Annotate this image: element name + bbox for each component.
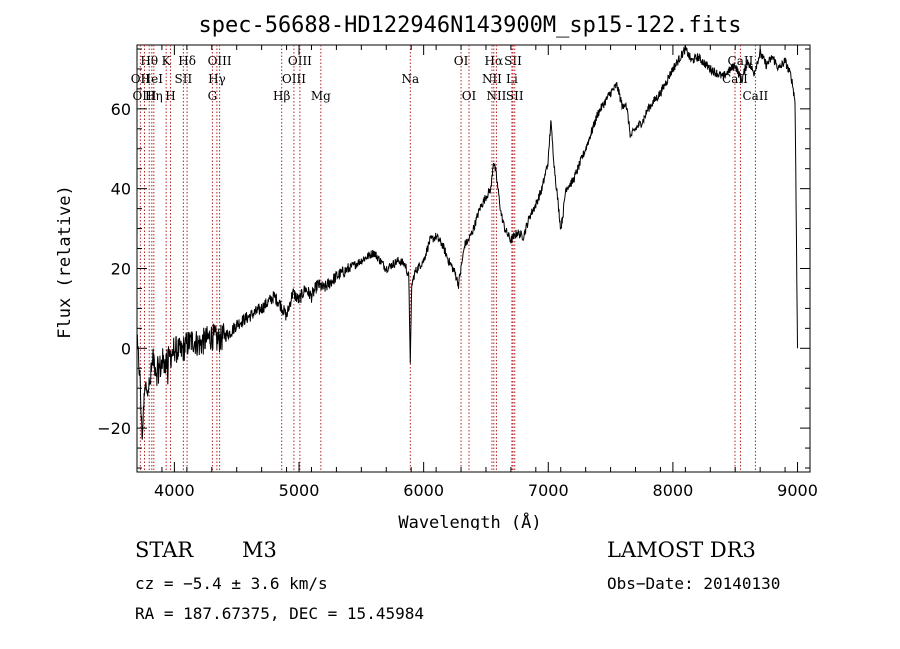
line-label: SII <box>175 72 193 86</box>
line-label: HeI <box>141 72 164 86</box>
observation-date: Obs−Date: 20140130 <box>607 574 781 593</box>
line-label: H <box>165 89 175 103</box>
x-tick-label: 8000 <box>653 481 694 500</box>
line-label: K <box>162 54 172 68</box>
line-label: OIII <box>282 72 306 86</box>
y-tick-label: −20 <box>97 419 131 438</box>
spectrum-line <box>136 44 798 440</box>
line-label: Hδ <box>178 54 196 68</box>
line-label: Li <box>506 72 518 86</box>
line-label: Mg <box>311 89 331 103</box>
line-label: OIII <box>208 54 232 68</box>
plot-frame <box>136 44 811 473</box>
y-tick-label: 60 <box>111 100 131 119</box>
spectrum-chart: spec-56688-HD122946N143900M_sp15-122.fit… <box>55 13 818 530</box>
y-axis-label: Flux (relative) <box>55 185 75 339</box>
line-label: SII <box>504 54 522 68</box>
y-tick-label: 20 <box>111 259 131 278</box>
coordinates: RA = 187.67375, DEC = 15.45984 <box>135 604 424 623</box>
y-tick-label: 40 <box>111 180 131 199</box>
x-axis-label: Wavelength (Å) <box>398 511 541 530</box>
line-label: OI <box>462 89 477 103</box>
line-label: OIII <box>288 54 312 68</box>
redshift-cz: cz = −5.4 ± 3.6 km/s <box>135 574 328 593</box>
x-tick-label: 9000 <box>777 481 818 500</box>
line-label: OII <box>131 72 151 86</box>
line-label: Hα <box>485 54 504 68</box>
line-label: CaII <box>742 89 768 103</box>
line-label: Hθ <box>140 54 158 68</box>
line-label: NII <box>486 89 506 103</box>
x-tick-label: 7000 <box>528 481 569 500</box>
x-tick-label: 4000 <box>154 481 195 500</box>
y-tick-label: 0 <box>121 339 131 358</box>
spectrum-path <box>136 44 798 440</box>
line-label: Hβ <box>273 89 290 103</box>
line-label: Hγ <box>208 72 226 86</box>
line-label: Hη <box>145 89 163 103</box>
chart-title: spec-56688-HD122946N143900M_sp15-122.fit… <box>198 13 741 38</box>
object-type: STAR <box>135 538 194 562</box>
line-label: OIII <box>132 89 156 103</box>
line-label: OI <box>454 54 469 68</box>
line-label: CaII <box>722 72 748 86</box>
survey-name: LAMOST DR3 <box>607 538 756 562</box>
line-label: Na <box>401 72 419 86</box>
line-label: SII <box>506 89 524 103</box>
x-tick-label: 5000 <box>279 481 320 500</box>
axis-ticks: 4000 5000 6000 7000 8000 9000 −20 0 20 40 60 <box>97 45 818 500</box>
x-tick-label: 6000 <box>403 481 444 500</box>
object-subclass: M3 <box>242 538 277 562</box>
line-label: NII <box>482 72 502 86</box>
line-label: G <box>208 89 218 103</box>
